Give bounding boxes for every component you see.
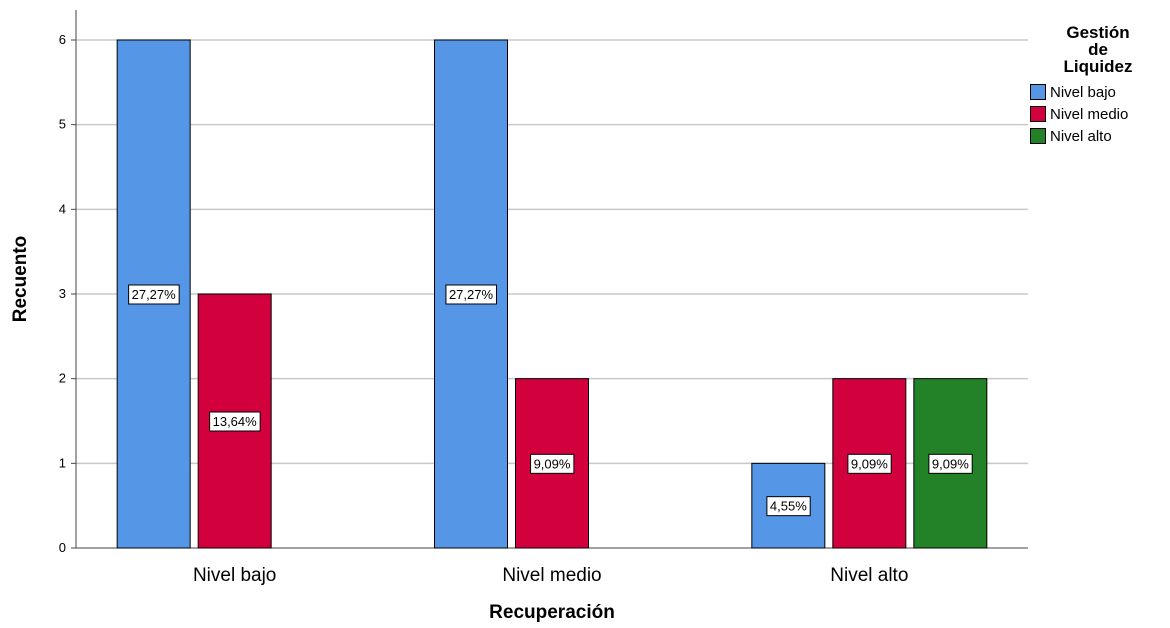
y-tick-label-1: 1 — [59, 455, 66, 470]
y-tick-label-3: 3 — [59, 286, 66, 301]
legend-item-nivel-medio: Nivel medio — [1030, 103, 1166, 125]
legend-label-nivel-medio: Nivel medio — [1050, 105, 1129, 123]
data-label-nivel-alto-nivel-medio: 9,09% — [847, 453, 892, 474]
x-tick-label-nivel-bajo: Nivel bajo — [193, 565, 276, 586]
legend-swatch-nivel-medio — [1030, 106, 1046, 122]
legend-label-nivel-bajo: Nivel bajo — [1050, 83, 1116, 101]
data-label-box-nivel-alto-nivel-medio — [847, 453, 892, 474]
data-label-text-nivel-alto-nivel-medio: 9,09% — [851, 456, 888, 471]
y-tick-label-0: 0 — [59, 540, 66, 555]
legend-label-nivel-alto: Nivel alto — [1050, 127, 1112, 145]
data-label-text-nivel-medio-nivel-medio: 9,09% — [534, 456, 571, 471]
legend-swatch-nivel-alto — [1030, 128, 1046, 144]
y-tick-label-5: 5 — [59, 117, 66, 132]
data-label-text-nivel-bajo-nivel-medio: 13,64% — [213, 414, 258, 429]
legend-items: Nivel bajo Nivel medio Nivel alto — [1030, 81, 1166, 147]
y-tick-label-4: 4 — [59, 201, 66, 216]
legend-item-nivel-bajo: Nivel bajo — [1030, 81, 1166, 103]
x-axis-title: Recuperación — [489, 602, 615, 623]
data-label-nivel-alto-nivel-alto: 9,09% — [928, 453, 973, 474]
data-label-nivel-alto-nivel-bajo: 4,55% — [766, 496, 811, 517]
legend-title: Gestión de Liquidez — [1030, 24, 1166, 75]
data-label-text-nivel-alto-nivel-alto: 9,09% — [932, 456, 969, 471]
data-label-nivel-bajo-nivel-medio: 13,64% — [209, 411, 261, 432]
data-label-text-nivel-alto-nivel-bajo: 4,55% — [770, 499, 807, 514]
legend-item-nivel-alto: Nivel alto — [1030, 125, 1166, 147]
data-label-box-nivel-medio-nivel-bajo — [445, 284, 497, 305]
data-label-text-nivel-medio-nivel-bajo: 27,27% — [449, 287, 494, 302]
legend-title-line-2: de — [1088, 40, 1108, 59]
data-label-nivel-medio-nivel-bajo: 27,27% — [445, 284, 497, 305]
legend-title-line-3: Liquidez — [1063, 57, 1133, 76]
x-tick-label-nivel-alto: Nivel alto — [830, 565, 908, 586]
y-axis-title: Recuento — [10, 236, 31, 323]
data-label-box-nivel-medio-nivel-medio — [530, 453, 575, 474]
data-label-box-nivel-bajo-nivel-bajo — [128, 284, 180, 305]
data-label-text-nivel-bajo-nivel-bajo: 27,27% — [132, 287, 177, 302]
data-label-nivel-bajo-nivel-bajo: 27,27% — [128, 284, 180, 305]
legend-swatch-nivel-bajo — [1030, 84, 1046, 100]
data-label-nivel-medio-nivel-medio: 9,09% — [530, 453, 575, 474]
y-tick-label-6: 6 — [59, 32, 66, 47]
data-label-box-nivel-alto-nivel-alto — [928, 453, 973, 474]
data-label-box-nivel-alto-nivel-bajo — [766, 496, 811, 517]
data-label-box-nivel-bajo-nivel-medio — [209, 411, 261, 432]
legend: Gestión de Liquidez Nivel bajo Nivel med… — [1030, 24, 1166, 147]
legend-title-line-1: Gestión — [1066, 23, 1130, 42]
y-tick-label-2: 2 — [59, 371, 66, 386]
x-tick-label-nivel-medio: Nivel medio — [502, 565, 601, 586]
